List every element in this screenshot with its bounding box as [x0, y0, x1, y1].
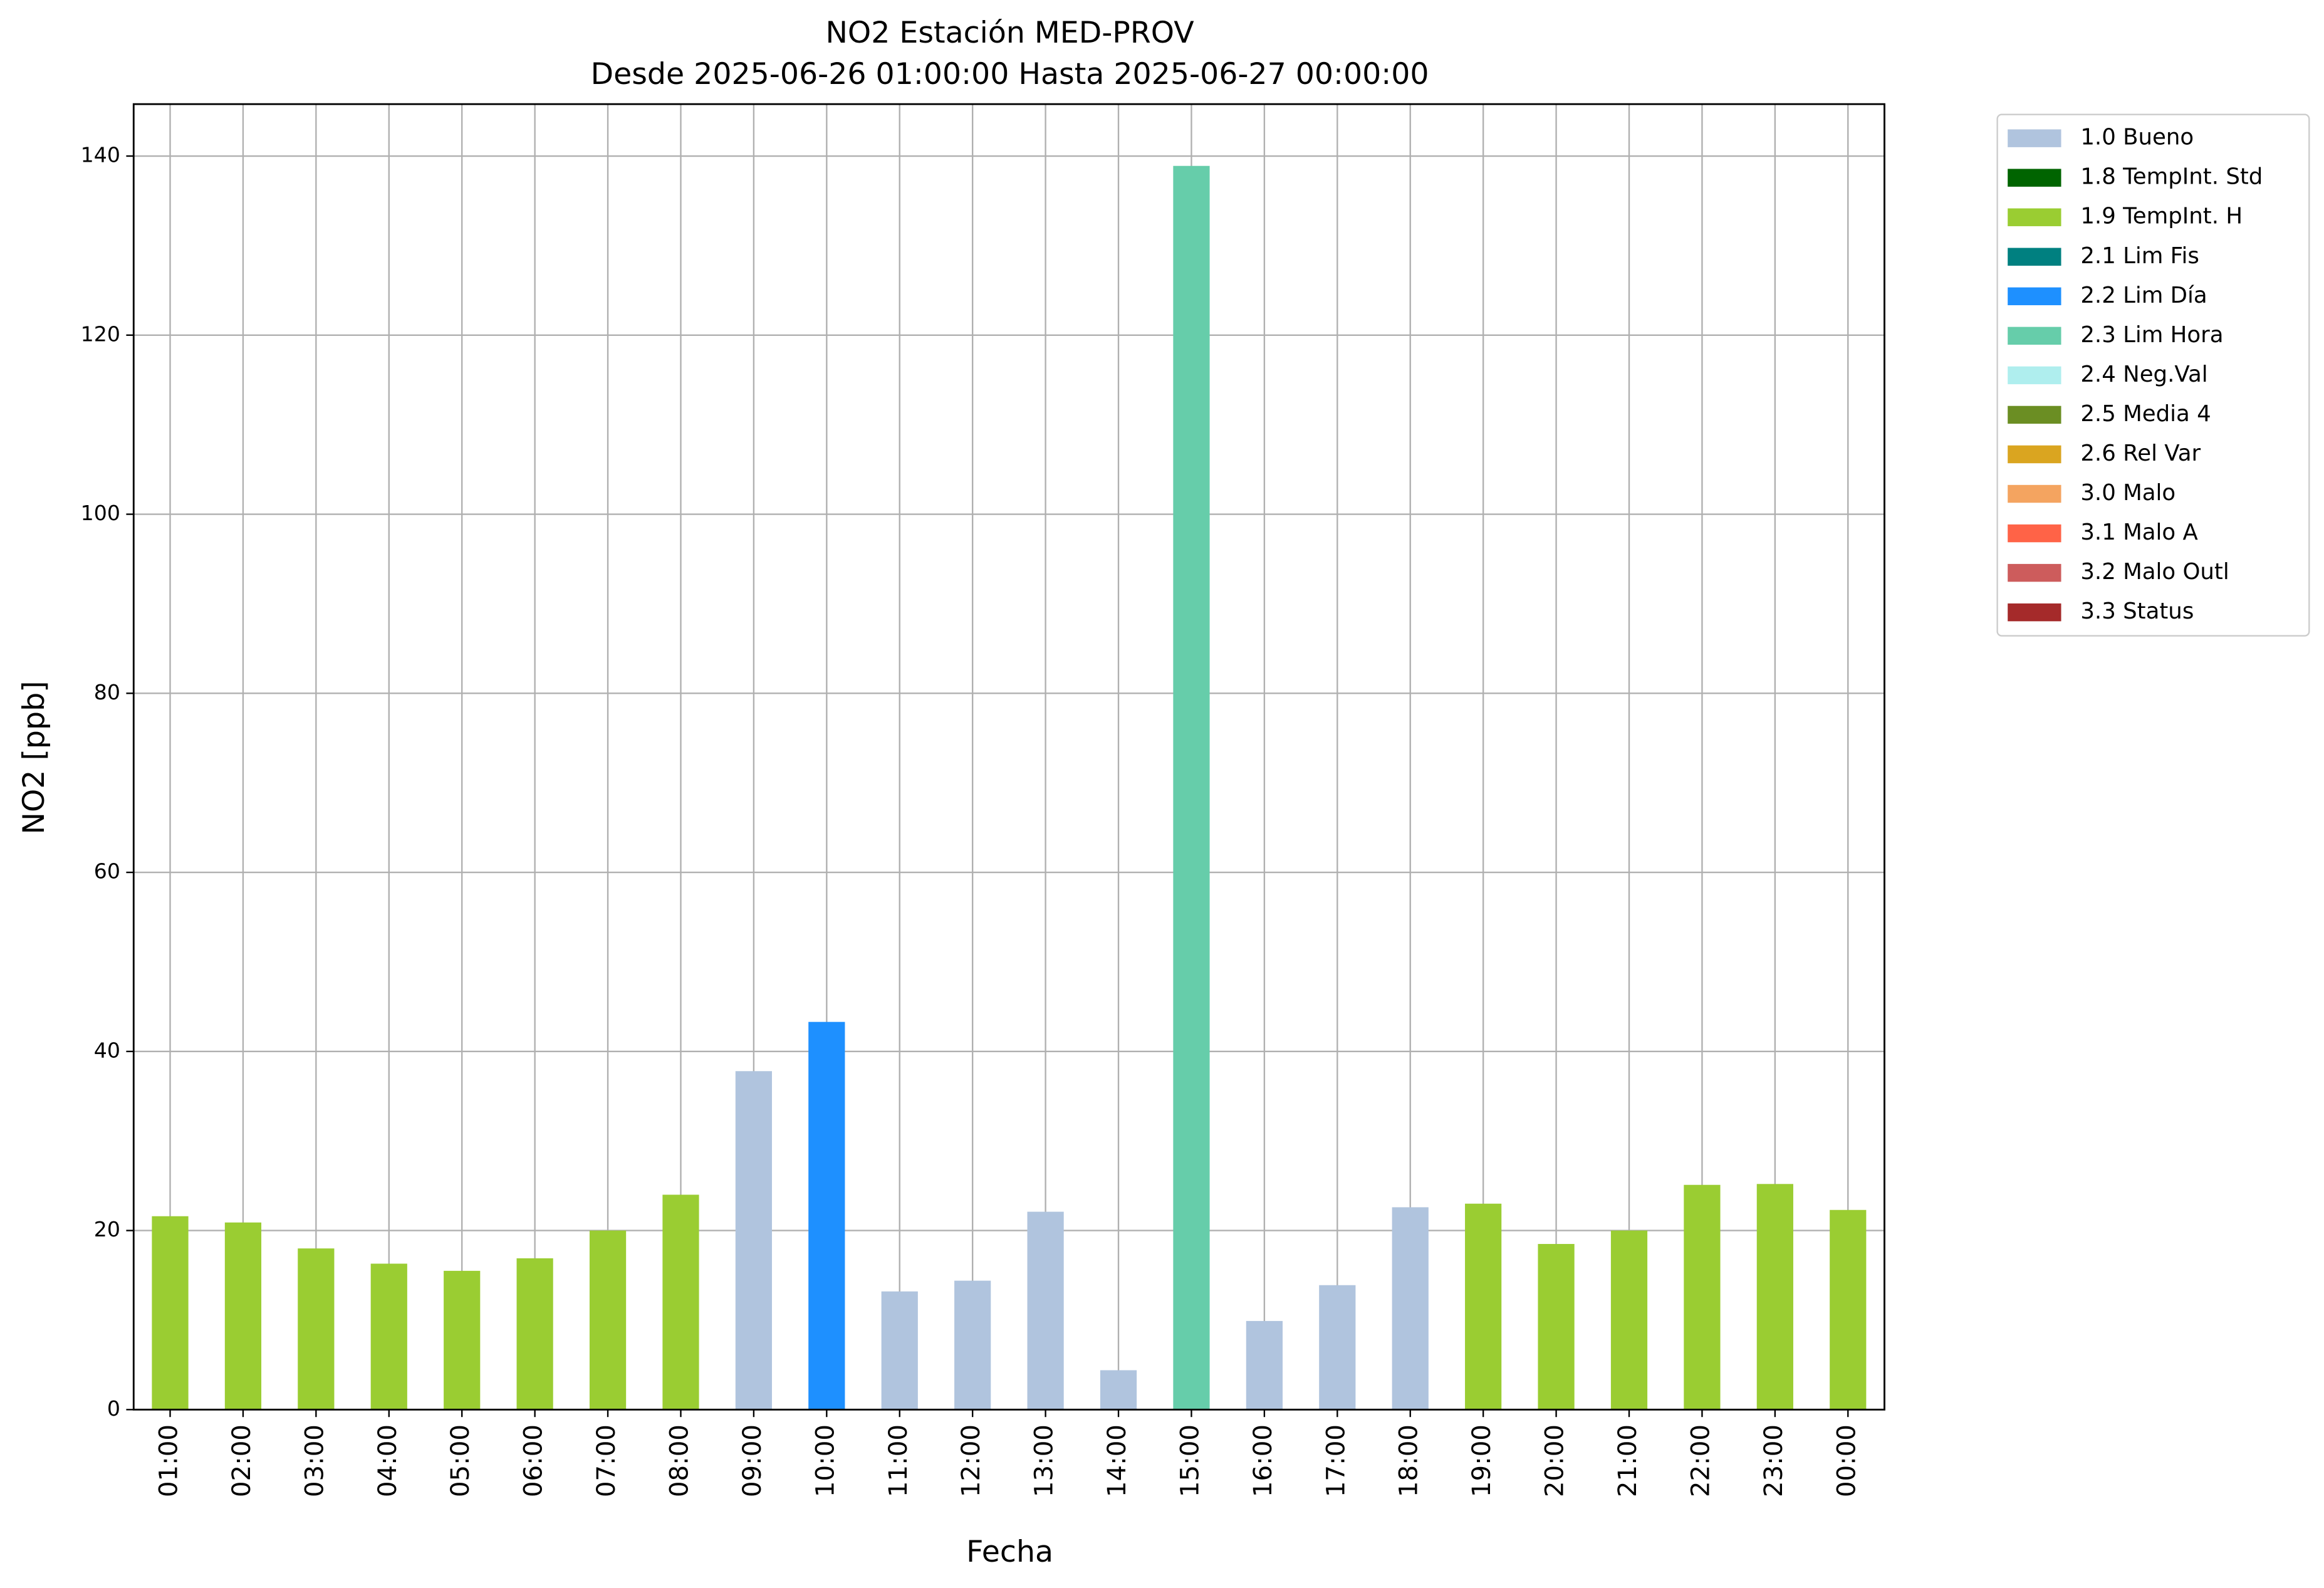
legend-label: 3.0 Malo [2080, 480, 2175, 506]
x-tick-label: 01:00 [155, 1424, 184, 1497]
legend-label: 2.1 Lim Fis [2080, 243, 2199, 269]
x-tick-label: 17:00 [1321, 1424, 1350, 1497]
chart-title: NO2 Estación MED-PROV [825, 16, 1194, 50]
x-tick-label: 09:00 [738, 1424, 767, 1497]
bar [298, 1248, 335, 1410]
legend-label: 2.6 Rel Var [2080, 441, 2201, 466]
legend-label: 1.8 TempInt. Std [2080, 164, 2263, 190]
bar [1830, 1209, 1867, 1410]
bar [881, 1291, 918, 1410]
legend-label: 3.3 Status [2080, 598, 2194, 624]
x-tick-label: 06:00 [519, 1424, 548, 1497]
bar [1465, 1203, 1502, 1410]
bars [152, 165, 1867, 1410]
x-tick-label: 04:00 [373, 1424, 402, 1497]
ticks: 0 20 40 60 80 100 120 140 01:00 02:00 03:00 04:00 05… [81, 143, 1862, 1498]
x-tick-label: 20:00 [1541, 1424, 1570, 1497]
bar [662, 1194, 699, 1410]
legend-swatch [2008, 169, 2061, 187]
bar [1538, 1244, 1575, 1410]
legend-label: 2.2 Lim Día [2080, 283, 2207, 308]
x-tick-label: 11:00 [884, 1424, 913, 1497]
legend-swatch [2008, 366, 2061, 385]
y-axis-label: NO2 [ppb] [17, 681, 51, 834]
bar [1027, 1211, 1064, 1410]
x-tick-label: 15:00 [1175, 1424, 1204, 1497]
x-tick-label: 14:00 [1103, 1424, 1132, 1497]
legend-label: 1.9 TempInt. H [2080, 204, 2243, 229]
y-tick-label: 120 [81, 321, 120, 346]
bar [808, 1021, 845, 1410]
bar [444, 1270, 481, 1410]
x-tick-label: 07:00 [592, 1424, 621, 1497]
legend-swatch [2008, 484, 2061, 503]
legend-swatch [2008, 326, 2061, 345]
x-tick-label: 13:00 [1030, 1424, 1059, 1497]
bar [1173, 165, 1210, 1410]
legend: 1.0 Bueno 1.8 TempInt. Std 1.9 TempInt. H 2… [2008, 125, 2263, 624]
y-tick-label: 140 [81, 143, 120, 167]
x-tick-label: 12:00 [957, 1424, 986, 1497]
y-tick-label: 60 [94, 859, 120, 884]
legend-swatch [2008, 445, 2061, 464]
legend-swatch [2008, 208, 2061, 226]
x-tick-label: 00:00 [1832, 1424, 1861, 1497]
bar [370, 1263, 407, 1410]
legend-swatch [2008, 248, 2061, 266]
x-tick-label: 16:00 [1249, 1424, 1278, 1497]
x-tick-label: 18:00 [1395, 1424, 1424, 1497]
legend-label: 1.0 Bueno [2080, 125, 2194, 150]
x-tick-label: 21:00 [1613, 1424, 1642, 1497]
legend-swatch [2008, 129, 2061, 147]
bar [224, 1222, 262, 1410]
x-tick-label: 19:00 [1467, 1424, 1496, 1497]
legend-label: 2.4 Neg.Val [2080, 362, 2207, 387]
bar [1684, 1184, 1721, 1410]
bar [954, 1280, 991, 1410]
y-tick-label: 100 [81, 501, 120, 525]
y-tick-label: 20 [94, 1217, 120, 1241]
legend-label: 3.1 Malo A [2080, 520, 2198, 545]
bar [1392, 1207, 1429, 1410]
legend-frame [1996, 113, 2310, 637]
y-tick-label: 80 [94, 680, 120, 704]
bar [735, 1071, 773, 1410]
legend-swatch [2008, 405, 2061, 424]
legend-swatch [2008, 524, 2061, 543]
x-axis-label: Fecha [966, 1535, 1053, 1569]
bar [1610, 1230, 1648, 1410]
legend-swatch [2008, 603, 2061, 622]
chart-subtitle: Desde 2025-06-26 01:00:00 Hasta 2025-06-… [591, 57, 1429, 91]
legend-swatch [2008, 287, 2061, 306]
grid [133, 104, 1885, 1411]
x-tick-label: 23:00 [1759, 1424, 1788, 1497]
y-tick-label: 0 [107, 1396, 120, 1421]
bar [1100, 1370, 1137, 1410]
legend-label: 3.2 Malo Outl [2080, 559, 2229, 585]
plot-frame [132, 103, 1885, 1411]
bar [1756, 1184, 1793, 1410]
bar [1319, 1285, 1356, 1410]
bar [589, 1230, 627, 1410]
x-tick-label: 22:00 [1686, 1424, 1715, 1497]
x-tick-label: 03:00 [300, 1424, 329, 1497]
x-tick-label: 08:00 [665, 1424, 694, 1497]
bar [516, 1258, 553, 1410]
y-tick-label: 40 [94, 1038, 120, 1062]
bar [1246, 1320, 1283, 1410]
x-tick-label: 05:00 [446, 1424, 475, 1497]
legend-label: 2.3 Lim Hora [2080, 322, 2223, 348]
bar [152, 1216, 189, 1410]
x-tick-label: 02:00 [227, 1424, 256, 1497]
legend-label: 2.5 Media 4 [2080, 401, 2211, 427]
x-tick-label: 10:00 [811, 1424, 840, 1497]
legend-swatch [2008, 563, 2061, 582]
